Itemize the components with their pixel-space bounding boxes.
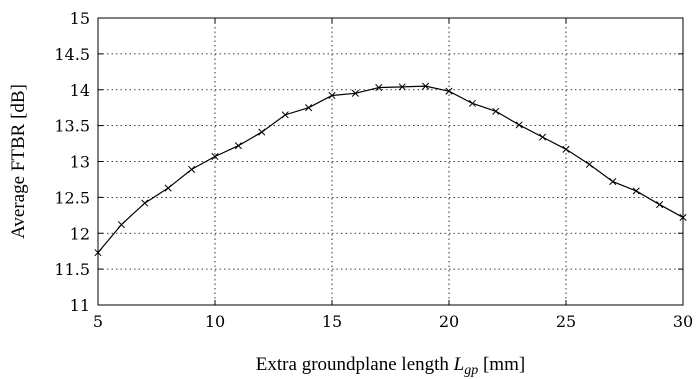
marker-stroke <box>305 104 313 112</box>
data-point-marker <box>468 99 476 107</box>
data-point-marker <box>422 82 430 90</box>
marker-stroke <box>234 142 242 150</box>
plot-frame <box>97 17 684 306</box>
series-group <box>94 82 687 257</box>
data-point-marker <box>656 200 664 209</box>
marker-stroke <box>632 187 640 195</box>
marker-stroke <box>141 199 149 207</box>
x-tick-label: 30 <box>673 312 693 331</box>
x-axis-label-unit: [mm] <box>478 354 525 375</box>
data-point-marker <box>328 91 336 100</box>
x-tick-label: 10 <box>205 312 225 331</box>
y-tick-label: 14 <box>70 81 90 100</box>
y-axis-label: Average FTBR [dB] <box>8 84 29 239</box>
data-point-marker <box>117 221 125 229</box>
marker-stroke <box>398 83 406 91</box>
data-point-marker <box>351 89 359 97</box>
y-tick-label: 11 <box>70 296 90 315</box>
data-point-marker <box>515 121 523 129</box>
data-point-marker <box>609 178 617 186</box>
data-point-marker <box>445 87 453 95</box>
marker-stroke <box>609 178 617 186</box>
marker-stroke <box>258 128 266 136</box>
x-axis-label-sub: gp <box>464 363 478 378</box>
x-axis-label-var: L <box>453 354 465 375</box>
marker-stroke <box>539 133 547 141</box>
data-point-marker <box>375 84 383 92</box>
x-tick-label: 5 <box>93 312 103 331</box>
data-point-marker <box>305 104 313 112</box>
marker-stroke <box>94 249 102 257</box>
x-tick-label: 25 <box>556 312 576 331</box>
data-point-marker <box>562 145 570 153</box>
data-point-marker <box>211 152 219 161</box>
data-point-marker <box>258 128 266 136</box>
y-tick-label: 15 <box>70 9 90 28</box>
marker-stroke <box>281 111 289 119</box>
marker-stroke <box>375 84 383 92</box>
data-point-marker <box>492 107 500 115</box>
marker-stroke <box>656 200 664 209</box>
marker-stroke <box>562 145 570 153</box>
x-axis-label: Extra groundplane length Lgp [mm] <box>256 354 525 378</box>
y-tick-label: 12.5 <box>54 188 90 207</box>
grid <box>98 18 683 305</box>
marker-stroke <box>422 82 430 90</box>
series-line <box>97 85 684 254</box>
data-point-marker <box>94 249 102 257</box>
x-tick-label: 15 <box>322 312 342 331</box>
data-point-marker <box>539 133 547 141</box>
y-tick-label: 13 <box>70 153 90 172</box>
data-point-marker <box>632 187 640 195</box>
marker-stroke <box>585 160 593 168</box>
marker-stroke <box>328 91 336 100</box>
y-tick-label: 12 <box>70 224 90 243</box>
data-point-marker <box>141 199 149 207</box>
data-point-marker <box>398 83 406 91</box>
data-point-marker <box>281 111 289 119</box>
data-point-marker <box>234 142 242 150</box>
marker-stroke <box>445 87 453 95</box>
marker-stroke <box>468 99 476 107</box>
marker-stroke <box>679 213 687 222</box>
data-point-marker <box>585 160 593 168</box>
marker-stroke <box>117 221 125 229</box>
data-point-marker <box>164 184 172 192</box>
marker-stroke <box>211 152 219 161</box>
marker-stroke <box>515 121 523 129</box>
y-tick-label: 14.5 <box>54 45 90 64</box>
data-point-marker <box>188 165 196 173</box>
marker-stroke <box>188 165 196 173</box>
y-tick-label: 11.5 <box>54 260 90 279</box>
data-point-marker <box>679 213 687 222</box>
marker-stroke <box>492 107 500 115</box>
marker-stroke <box>351 89 359 97</box>
x-tick-label: 20 <box>439 312 459 331</box>
marker-stroke <box>164 184 172 192</box>
x-axis-label-main: Extra groundplane length <box>256 354 454 375</box>
y-tick-labels: 11 11.5 12 12.5 13 13.5 14 14.5 15 <box>54 9 90 315</box>
y-tick-label: 13.5 <box>54 117 90 136</box>
x-tick-labels: 5 10 15 20 25 30 <box>93 312 693 331</box>
